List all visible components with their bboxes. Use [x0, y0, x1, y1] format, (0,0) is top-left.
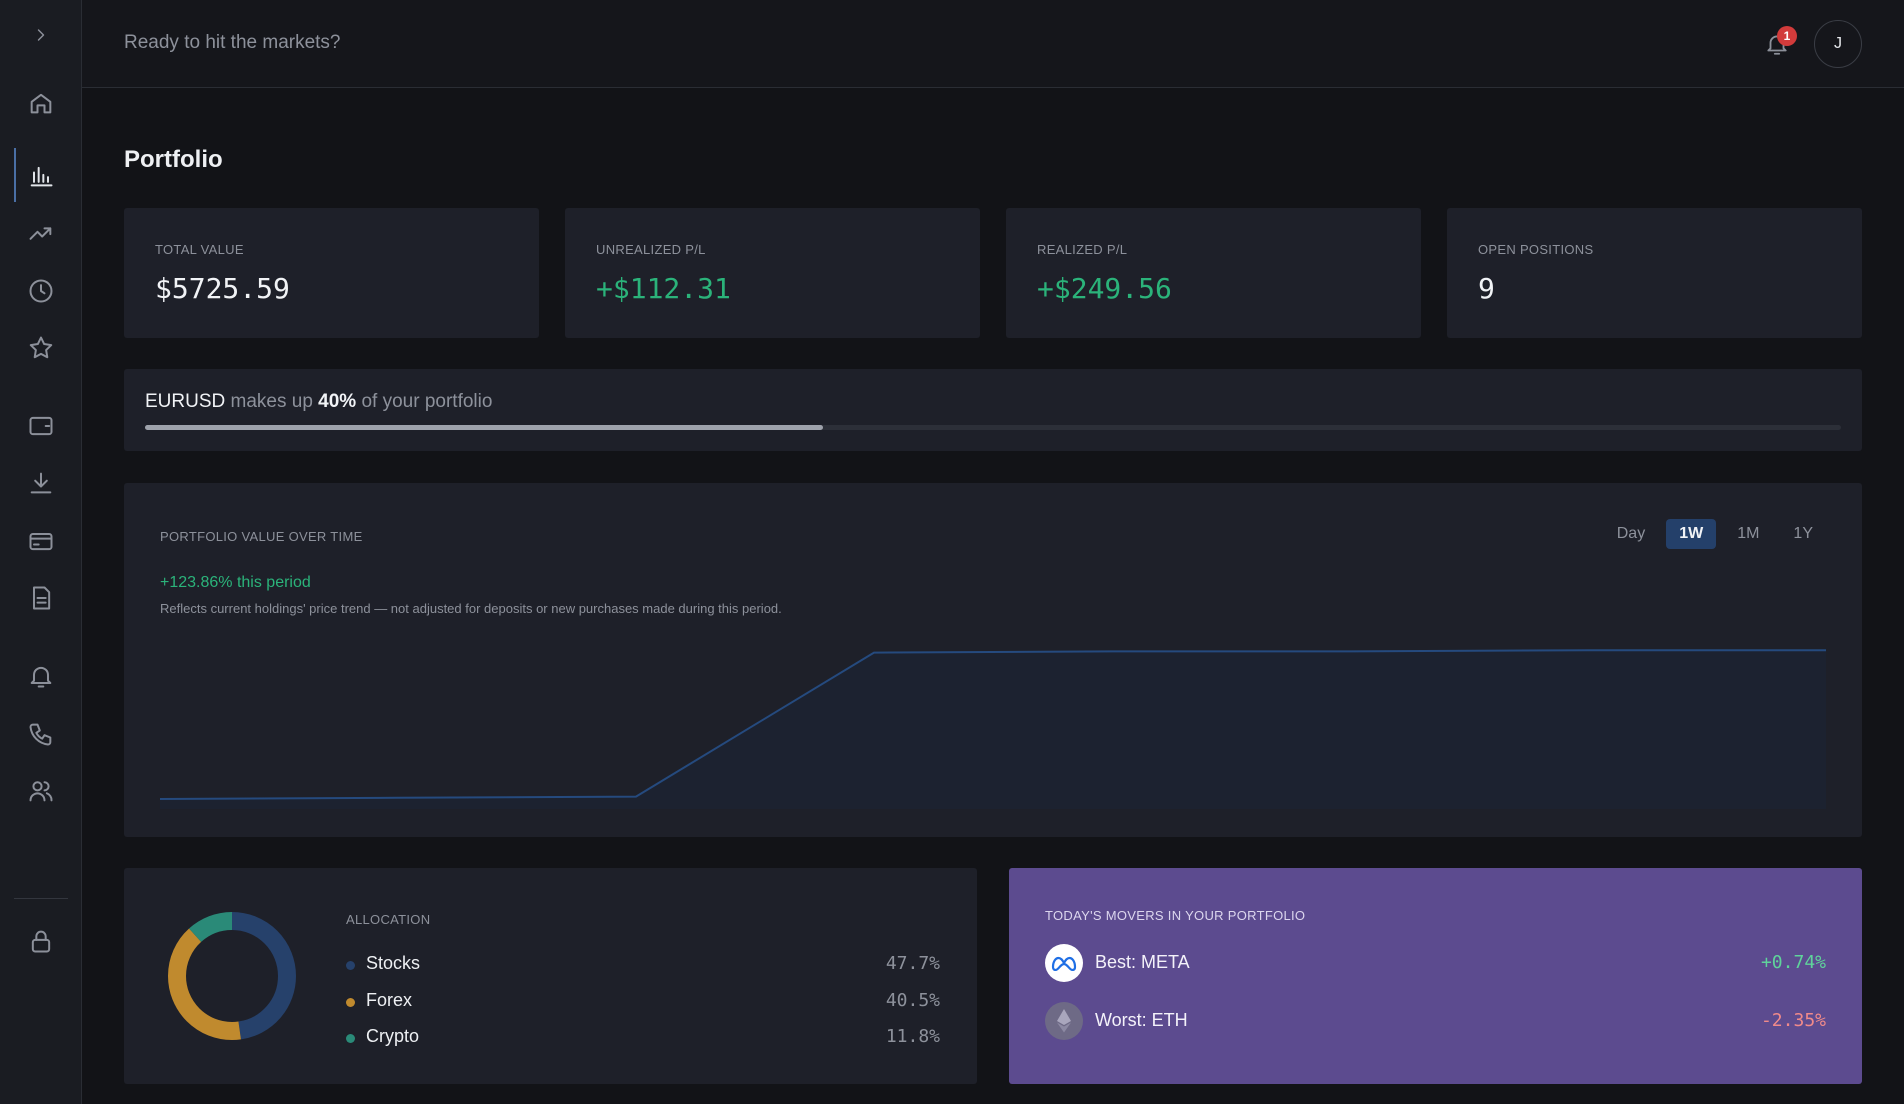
star-icon [29, 336, 53, 359]
donut-slice-forex [168, 912, 296, 1040]
top-header: Ready to hit the markets? 1 J [82, 0, 1904, 88]
stat-label: REALIZED P/L [1037, 242, 1128, 257]
stocks-dot-icon [346, 961, 355, 970]
chevron-right-icon [37, 29, 45, 41]
stat-label: OPEN POSITIONS [1478, 242, 1594, 257]
allocation-card: ALLOCATION Stocks 47.7% Forex 40.5% Cryp… [124, 868, 977, 1084]
forex-dot-icon [346, 998, 355, 1007]
mover-row-best[interactable]: Best: META +0.74% [1045, 944, 1826, 982]
sidebar-item-community[interactable] [14, 768, 68, 814]
sidebar [0, 0, 82, 1104]
greeting-text: Ready to hit the markets? [124, 32, 341, 53]
wallet-icon [29, 416, 53, 436]
movers-label: TODAY'S MOVERS IN YOUR PORTFOLIO [1045, 908, 1306, 923]
sidebar-expand-button[interactable] [14, 12, 68, 58]
allocation-donut-chart [168, 912, 296, 1040]
allocation-row-crypto: Crypto 11.8% [346, 1026, 940, 1052]
sidebar-item-deposit[interactable] [14, 460, 68, 506]
donut-slice-crypto [168, 912, 296, 1040]
concentration-text-middle: makes up [225, 391, 319, 412]
sidebar-item-cards[interactable] [14, 518, 68, 564]
range-tab-1m[interactable]: 1M [1737, 525, 1760, 542]
page-title: Portfolio [124, 146, 223, 173]
stat-value: +$249.56 [1037, 272, 1172, 305]
sidebar-item-lock[interactable] [14, 918, 68, 964]
meta-logo-icon [1045, 944, 1083, 982]
mover-pct: +0.74% [1760, 952, 1826, 973]
range-tabs: Day 1W 1M 1Y [1604, 519, 1826, 549]
stat-value: 9 [1478, 272, 1495, 305]
notification-badge: 1 [1777, 26, 1797, 46]
allocation-row-stocks: Stocks 47.7% [346, 953, 940, 979]
concentration-card: EURUSD makes up 40% of your portfolio [124, 369, 1862, 451]
sidebar-divider [14, 898, 68, 899]
portfolio-value-chart [160, 649, 1826, 809]
sidebar-item-home[interactable] [14, 80, 68, 126]
stat-label: TOTAL VALUE [155, 242, 244, 257]
todays-movers-card: TODAY'S MOVERS IN YOUR PORTFOLIO Best: M… [1009, 868, 1862, 1084]
stat-card-unrealized-pl: UNREALIZED P/L +$112.31 [565, 208, 980, 338]
allocation-pct: 40.5% [885, 990, 940, 1011]
portfolio-value-chart-card: PORTFOLIO VALUE OVER TIME Day 1W 1M 1Y +… [124, 483, 1862, 837]
bar-chart-icon [30, 166, 53, 187]
sidebar-item-wallet[interactable] [14, 403, 68, 449]
mover-name: Best: META [1095, 952, 1190, 972]
chart-note-text: Reflects current holdings' price trend —… [160, 601, 782, 616]
chart-series-line [160, 649, 1826, 800]
mover-row-worst[interactable]: Worst: ETH -2.35% [1045, 1002, 1826, 1040]
mover-name: Worst: ETH [1095, 1010, 1188, 1030]
range-tab-day[interactable]: Day [1616, 525, 1646, 542]
phone-icon [29, 723, 52, 746]
stat-value: $5725.59 [155, 272, 290, 305]
stat-label: UNREALIZED P/L [596, 242, 706, 257]
sidebar-item-markets[interactable] [14, 210, 68, 256]
chart-change-text: +123.86% this period [160, 574, 311, 591]
trending-up-icon [29, 227, 52, 240]
stat-value: +$112.31 [596, 272, 731, 305]
download-icon [30, 472, 52, 494]
concentration-text-end: of your portfolio [356, 391, 493, 412]
allocation-label: ALLOCATION [346, 912, 431, 927]
allocation-name: Crypto [366, 1026, 420, 1046]
concentration-symbol: EURUSD [145, 391, 226, 412]
sidebar-item-alerts[interactable] [14, 653, 68, 699]
lock-icon [31, 930, 51, 953]
credit-card-icon [29, 533, 53, 551]
mover-pct: -2.35% [1760, 1010, 1826, 1031]
allocation-name: Forex [366, 990, 413, 1010]
stat-card-total-value: TOTAL VALUE $5725.59 [124, 208, 539, 338]
active-indicator [14, 148, 16, 202]
allocation-row-forex: Forex 40.5% [346, 990, 940, 1016]
chart-area-fill [160, 650, 1826, 809]
sidebar-item-history[interactable] [14, 268, 68, 314]
sidebar-item-portfolio[interactable] [14, 153, 68, 199]
chart-label: PORTFOLIO VALUE OVER TIME [160, 529, 363, 544]
ethereum-logo-icon [1045, 1002, 1083, 1040]
document-icon [33, 586, 51, 610]
crypto-dot-icon [346, 1034, 355, 1043]
users-icon [29, 781, 53, 802]
concentration-progress-fill [145, 425, 824, 430]
sidebar-item-documents[interactable] [14, 575, 68, 621]
user-avatar[interactable]: J [1814, 20, 1862, 68]
stat-card-open-positions: OPEN POSITIONS 9 [1447, 208, 1862, 338]
stat-card-realized-pl: REALIZED P/L +$249.56 [1006, 208, 1421, 338]
allocation-name: Stocks [366, 953, 421, 973]
concentration-text: EURUSD makes up 40% of your portfolio [145, 391, 492, 413]
home-icon [30, 93, 52, 114]
sidebar-item-watchlist[interactable] [14, 325, 68, 371]
bell-icon [30, 666, 52, 688]
concentration-percent: 40% [318, 391, 357, 412]
sidebar-item-support[interactable] [14, 711, 68, 757]
concentration-progress-track [145, 425, 1841, 430]
range-tab-1y[interactable]: 1Y [1793, 525, 1813, 542]
allocation-pct: 47.7% [885, 953, 940, 974]
clock-icon [29, 279, 53, 303]
allocation-pct: 11.8% [885, 1026, 940, 1047]
range-tab-1w[interactable]: 1W [1666, 519, 1717, 549]
